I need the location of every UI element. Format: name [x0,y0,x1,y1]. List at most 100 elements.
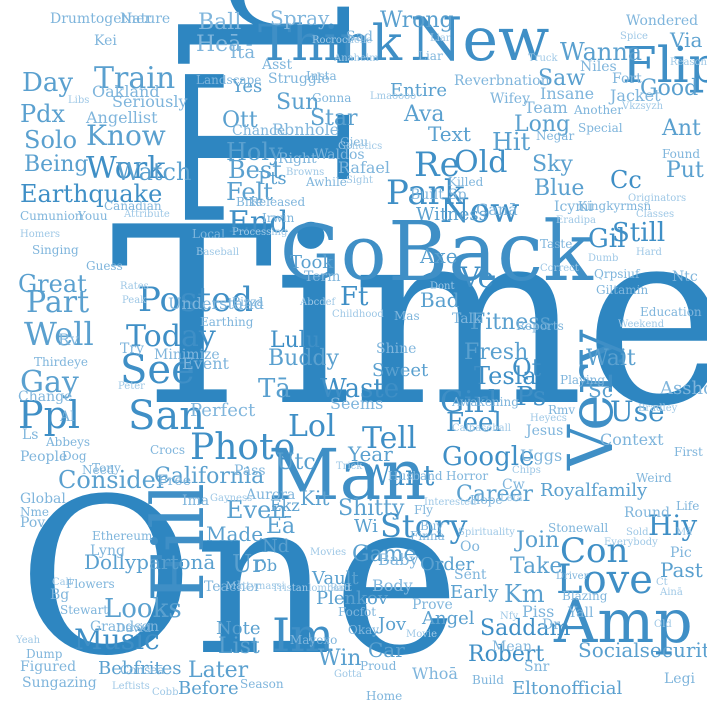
word-pov: Pov [20,515,46,531]
word-lyng: Lyng [90,543,125,559]
word-sight: Sight [346,175,373,186]
word-fort: Fort [612,71,642,87]
word-dr: Dr [542,617,560,633]
word-being: Being [24,152,89,177]
word-focfot: Focfot [338,605,377,619]
word-rocrochelle: Rocrochelle [312,35,373,46]
word-took: Took [290,252,334,273]
word-calbaseball: Calbaseball [452,423,511,434]
word-hiy: Hiy [648,509,698,542]
word-rbnhole: Rbnhole [272,120,340,139]
word-san: San [128,393,206,439]
word-end: End [228,205,289,240]
word-rafael: Rafael [338,158,390,177]
word-wondered: Wondered [626,13,699,29]
word-insane: Insane [540,84,595,103]
word-hope: Hope [470,493,503,507]
word-car: Car [368,638,405,662]
word-need: Need [82,463,115,477]
word-round: Round [624,505,670,521]
word-robert: Robert [468,642,545,667]
word-looks: Looks [104,594,182,624]
word-vault: Vault [312,568,359,589]
word-posted: Posted [138,280,253,320]
word-lulu: Lulu [270,328,320,353]
word-crocs: Crocs [150,443,186,457]
word-global: Global [20,491,66,507]
word-dog: Dog [62,449,87,463]
word-yall: Yall [568,605,594,621]
word-old: Old [454,145,508,180]
word-correct: Correct [540,263,579,274]
word-wait: Wait [586,346,636,371]
word-originators: Originators [628,193,687,204]
word-waste: Waste [320,374,400,404]
word-attribute: Attribute [124,209,170,220]
word-put: Put [666,158,704,183]
word-made: Made [206,522,264,546]
word-insta: Insta [306,69,337,83]
word-sungazing: Sungazing [22,675,97,691]
word-angel: Angel [422,608,475,629]
word-jov: Jov [378,614,407,635]
word-eradipa: Eradipa [556,215,597,226]
word-reasons: Reasons [670,57,707,68]
word-sent: Sent [454,567,487,583]
word-past: Past [660,558,703,582]
word-weekend: Weekend [618,319,665,330]
word-built: Built [410,187,444,203]
word-california: California [154,464,265,489]
word-ima: Ima [182,493,210,509]
word-felt: Felt [226,178,273,206]
word-ott: Ott [222,108,258,133]
word-qrpsiuf: Qrpsiuf [594,267,640,281]
word-go: Go [280,208,387,297]
word-train: Train [94,61,176,96]
word-before: Before [178,678,239,699]
word-consider: Consider [58,466,168,494]
word-irwin: Irwin [262,211,295,225]
word-feel: Feel [446,408,502,438]
word-even: Even [226,496,287,524]
word-dont: Dont [430,281,455,292]
word-cumunion: Cumunion [20,209,83,223]
word-finna: Finna [410,529,445,543]
word-year: Year [348,442,393,466]
word-join: Join [516,528,560,553]
word-lol: Lol [288,409,336,444]
word-sun: Sun [276,90,320,115]
word-holy: Holy [226,138,283,166]
word-home: Home [366,689,403,703]
word-now: Now [440,191,520,231]
word-pts: Pts [258,168,287,189]
word-wifey: Wifey [490,91,530,107]
word-gayness: Gayness [210,493,253,504]
word-everybody: Everybody [604,537,658,548]
word-note: Note [216,618,261,639]
word-blazing: Blazing [562,589,608,603]
word-icymi: Icymi [554,199,594,215]
word-park: Park [386,173,465,213]
word-trick: Trick [336,461,363,472]
word-mean: Mean [492,639,532,655]
word-playing: Playing [560,373,606,387]
word-youu: Youu [78,209,108,223]
word-km: Km [504,580,545,608]
word-ft: Ft [340,282,369,312]
word-fitness: Fitness [470,310,551,335]
word-consea: Conseā [120,663,165,677]
word-reports: Reports [516,319,564,333]
word-earthing: Earthing [200,315,254,329]
word-perfect: Perfect [190,400,256,421]
word-ppl: Ppl [18,393,81,437]
word-music: Music [74,623,160,656]
word-blue: Blue [534,176,585,201]
word-cw: Cw [502,477,525,493]
word-taste: Taste [540,237,573,251]
word-aina: Ainā [660,587,683,598]
word-libs: Libs [68,95,90,106]
word-rmv: Rmv [548,403,576,417]
word-cobb: Cobb [152,687,179,698]
word-girl: Girl [440,385,498,420]
word-aurora: Aurora [246,487,296,503]
